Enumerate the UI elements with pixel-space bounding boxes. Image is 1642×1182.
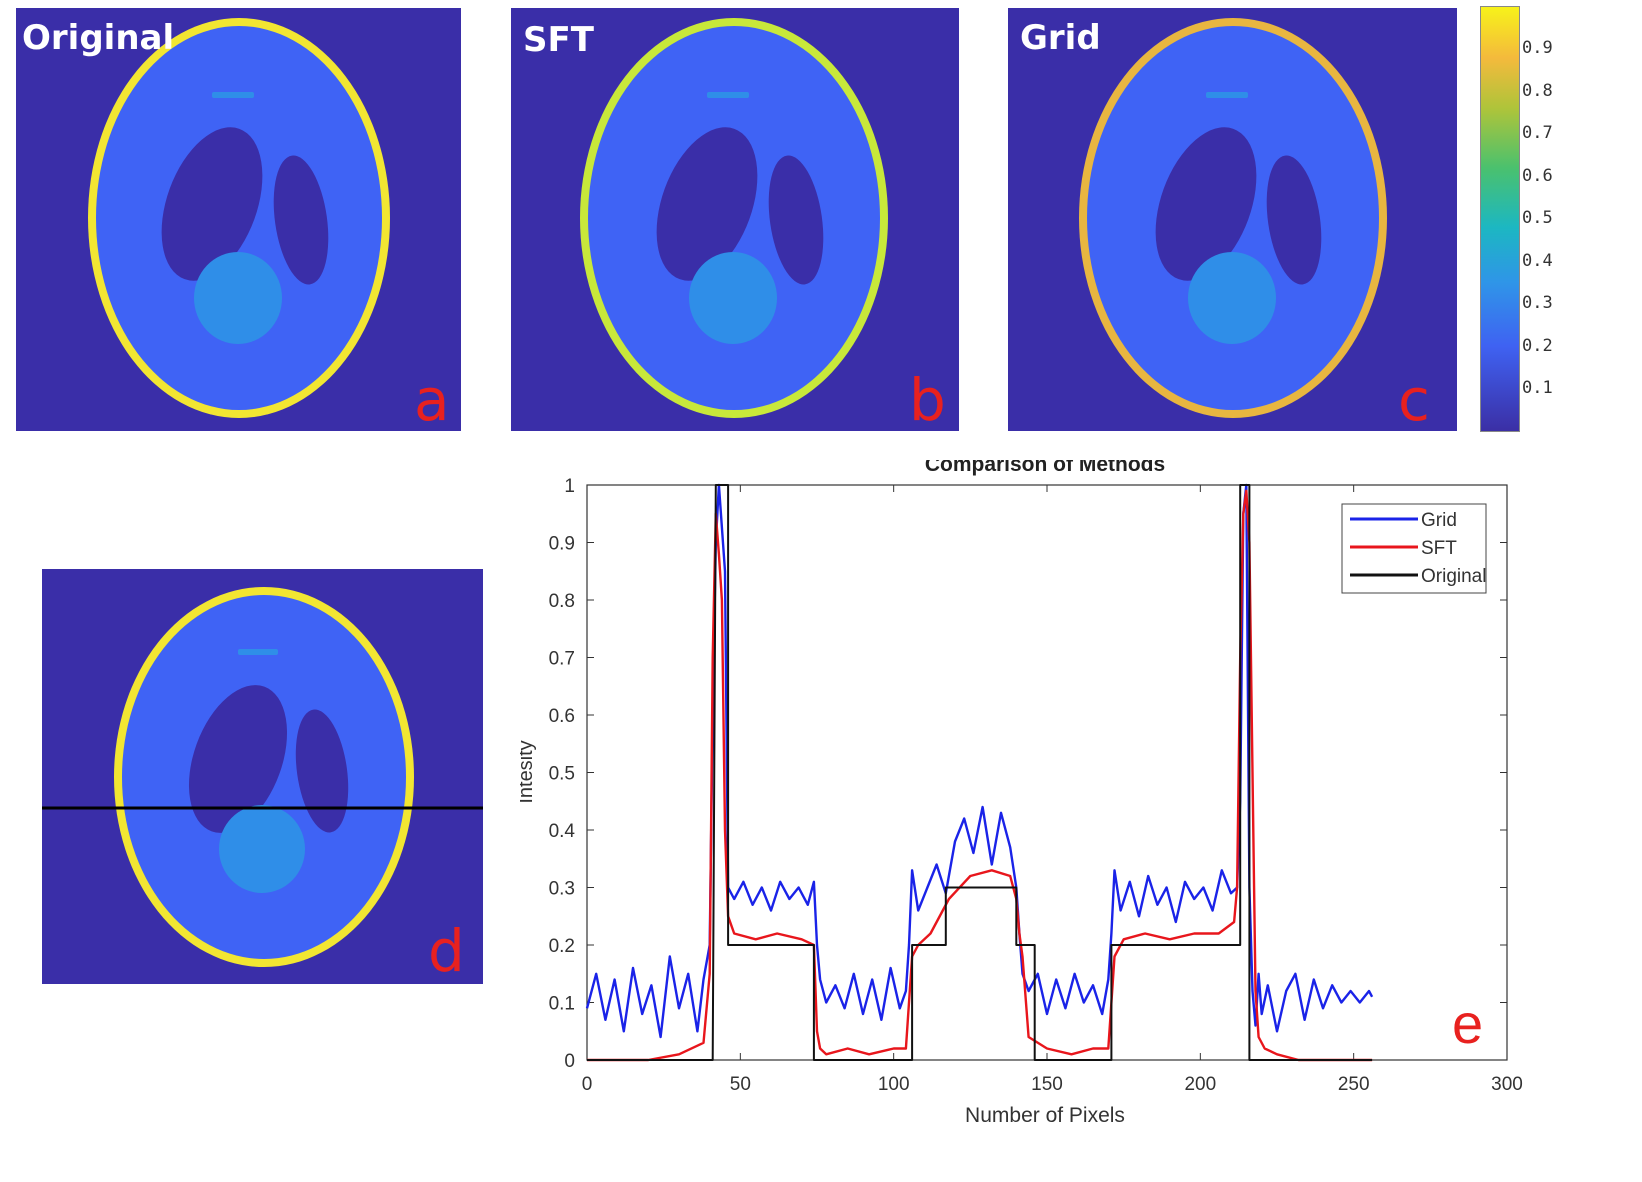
colorbar-tick-6: 0.3 bbox=[1522, 293, 1553, 313]
panel-d-letter: d bbox=[428, 917, 465, 984]
y-tick-label: 0.3 bbox=[549, 879, 575, 900]
phantom-image-c bbox=[1008, 8, 1457, 431]
legend: Grid SFT Original bbox=[1341, 503, 1487, 594]
colorbar-tick-4: 0.5 bbox=[1522, 208, 1553, 228]
phantom-image-b bbox=[511, 8, 959, 431]
panel-c-letter: c bbox=[1398, 366, 1430, 431]
series-line-sft bbox=[587, 489, 1373, 1062]
colorbar-tick-5: 0.4 bbox=[1522, 251, 1553, 271]
y-tick-label: 0.8 bbox=[549, 591, 575, 612]
legend-label-original: Original bbox=[1421, 566, 1486, 587]
x-tick-label: 50 bbox=[730, 1074, 751, 1095]
y-tick-label: 0.5 bbox=[549, 764, 575, 785]
x-tick-label: 100 bbox=[878, 1074, 910, 1095]
panel-a-letter: a bbox=[414, 366, 450, 431]
panel-a-original: Original a bbox=[16, 8, 461, 431]
y-tick-label: 0.1 bbox=[549, 994, 575, 1015]
y-axis-label: Intesity bbox=[520, 740, 537, 803]
panel-b-letter: b bbox=[909, 366, 946, 431]
panel-c-grid: Grid c bbox=[1008, 8, 1457, 431]
chart-title: Comparison of Methods bbox=[925, 460, 1165, 476]
colorbar-tick-0: 0.9 bbox=[1522, 38, 1553, 58]
colorbar-tick-2: 0.7 bbox=[1522, 123, 1553, 143]
phantom-image-d bbox=[42, 569, 483, 984]
colorbar-tick-7: 0.2 bbox=[1522, 336, 1553, 356]
legend-label-sft: SFT bbox=[1421, 538, 1457, 559]
phantom-image-a bbox=[16, 8, 461, 431]
panel-b-title: SFT bbox=[523, 20, 594, 60]
y-tick-label: 1 bbox=[564, 476, 575, 497]
y-tick-label: 0.6 bbox=[549, 706, 575, 727]
y-tick-label: 0.9 bbox=[549, 534, 575, 555]
y-tick-label: 0.4 bbox=[549, 821, 576, 842]
panel-c-title: Grid bbox=[1020, 18, 1101, 58]
y-tick-label: 0.2 bbox=[549, 936, 575, 957]
x-tick-label: 300 bbox=[1491, 1074, 1523, 1095]
comparison-chart: Comparison of Methods 0 0.1 0.2 0.3 0.4 0.5 0.… bbox=[520, 460, 1523, 1127]
y-tick-label: 0 bbox=[564, 1051, 575, 1072]
colorbar-tick-3: 0.6 bbox=[1522, 166, 1553, 186]
series-line-grid bbox=[585, 483, 1374, 1039]
y-tick-label: 0.7 bbox=[549, 649, 575, 670]
series-line-original bbox=[587, 484, 1373, 1061]
x-tick-label: 250 bbox=[1338, 1074, 1370, 1095]
colorbar-tick-8: 0.1 bbox=[1522, 378, 1553, 398]
panel-e-letter: e bbox=[1452, 992, 1483, 1055]
x-axis-label: Number of Pixels bbox=[965, 1104, 1125, 1127]
x-tick-label: 200 bbox=[1184, 1074, 1216, 1095]
colorbar-tick-1: 0.8 bbox=[1522, 81, 1553, 101]
panel-b-sft: SFT b bbox=[511, 8, 959, 431]
x-tick-label: 0 bbox=[582, 1074, 593, 1095]
x-tick-label: 150 bbox=[1031, 1074, 1063, 1095]
panel-d-profile-location: d bbox=[42, 569, 483, 984]
colorbar bbox=[1480, 6, 1520, 432]
legend-label-grid: Grid bbox=[1421, 510, 1457, 531]
panel-a-title: Original bbox=[22, 18, 175, 58]
